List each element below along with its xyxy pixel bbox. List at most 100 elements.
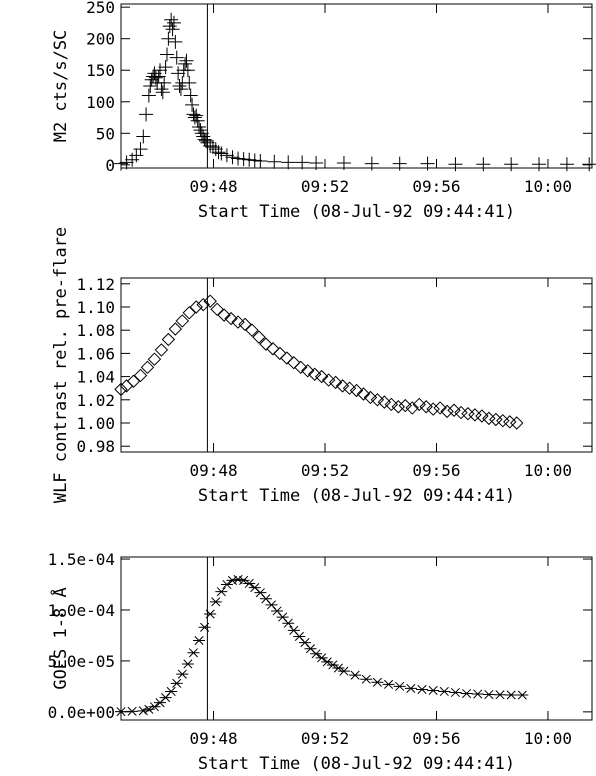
data-point: [363, 390, 378, 405]
data-point: [342, 381, 357, 395]
data-point: [301, 364, 315, 378]
data-point: [298, 638, 311, 648]
y-axis-label: GOES 1-8 Å: [49, 587, 71, 689]
data-point: [259, 594, 272, 604]
data-point: [253, 154, 268, 169]
y-tick-label: 200: [86, 30, 115, 49]
data-point: [141, 88, 156, 103]
data-point: [168, 34, 183, 49]
data-point: [119, 155, 134, 170]
y-tick-label: 1.12: [76, 275, 115, 294]
chart-panel-2: 0.98 1.00 1.02 1.04 1.06 1.08 1.10 1.12 09:48 09:…: [51, 227, 593, 506]
data-point: [190, 113, 205, 128]
data-point: [271, 606, 284, 616]
data-point: [384, 397, 399, 412]
data-point: [426, 402, 440, 416]
x-tick-label: 09:48: [189, 177, 237, 196]
data-point: [398, 398, 412, 413]
x-tick-label: 09:52: [301, 729, 349, 748]
plot-frame: [120, 3, 593, 169]
data-point: [181, 659, 194, 669]
data-point: [114, 156, 128, 171]
data-point: [287, 355, 301, 370]
data-point: [254, 588, 267, 598]
data-point: [427, 685, 440, 696]
data-point: [282, 618, 295, 628]
data-point: [172, 79, 187, 93]
data-point: [448, 157, 463, 172]
data-point: [433, 401, 447, 415]
data-point: [214, 146, 229, 161]
data-point: [349, 670, 362, 680]
data-point: [360, 674, 373, 684]
data-point: [304, 644, 317, 654]
data-point: [126, 706, 139, 716]
data-point: [175, 314, 190, 328]
data-point: [204, 609, 217, 619]
data-point: [192, 120, 207, 134]
data-point: [393, 681, 406, 691]
data-point: [294, 360, 308, 375]
data-point: [377, 395, 392, 409]
data-point: [151, 69, 166, 84]
x-tick-label: 09:56: [412, 461, 460, 480]
data-point: [159, 47, 174, 62]
plot-frame: [120, 277, 593, 453]
data-point: [215, 587, 228, 597]
data-point: [144, 72, 159, 87]
data-point: [276, 612, 289, 622]
data-point: [182, 306, 196, 320]
data-point: [143, 79, 158, 93]
data-point: [265, 600, 278, 610]
data-point: [252, 330, 266, 344]
data-point: [115, 707, 127, 717]
data-point: [168, 322, 183, 336]
data-point: [162, 19, 177, 34]
data-point: [161, 332, 176, 347]
data-point: [165, 686, 178, 697]
chart-panel-1: 0 50 100 150 200 250 09:48 09:52 09:56 10:00 Start…: [51, 0, 596, 222]
y-tick-label: 1.10: [76, 298, 115, 317]
x-tick-label: 09:56: [412, 177, 460, 196]
data-point: [157, 75, 172, 90]
x-axis-label: Start Time (08-Jul-92 09:44:41): [198, 486, 515, 506]
data-point: [114, 382, 128, 397]
data-point: [209, 597, 222, 607]
data-point: [155, 85, 170, 100]
data-point: [179, 53, 194, 68]
data-point: [236, 152, 251, 167]
data-point: [419, 400, 433, 414]
data-point: [231, 151, 246, 166]
y-tick-label: 5.0e-05: [48, 652, 115, 671]
y-tick-label: 0.0e+00: [48, 703, 115, 722]
data-point: [295, 155, 310, 170]
data-point: [505, 690, 518, 700]
data-point: [242, 152, 257, 167]
data-point: [476, 157, 491, 172]
data-point: [328, 375, 343, 390]
y-axis-label: WLF contrast rel. pre-flare: [51, 227, 71, 503]
data-point: [224, 311, 238, 326]
data-point: [293, 631, 306, 642]
data-point: [314, 369, 329, 384]
data-point: [178, 56, 193, 71]
data-point: [154, 343, 169, 357]
y-tick-label: 1.06: [76, 344, 115, 363]
data-point: [309, 155, 324, 170]
data-point: [482, 689, 495, 700]
data-point: [420, 156, 435, 171]
data-point: [133, 368, 148, 383]
x-axis-label: Start Time (08-Jul-92 09:44:41): [198, 202, 515, 222]
y-tick-label: 1.00: [76, 414, 115, 433]
data-point: [136, 129, 151, 144]
x-tick-label: 10:00: [524, 461, 572, 480]
data-point: [126, 374, 141, 388]
data-point: [405, 401, 419, 415]
data-point: [187, 648, 200, 658]
data-point: [259, 337, 273, 351]
data-point: [161, 31, 176, 46]
y-tick-label: 1.02: [76, 391, 115, 410]
data-point: [392, 156, 407, 171]
data-point: [139, 107, 154, 122]
